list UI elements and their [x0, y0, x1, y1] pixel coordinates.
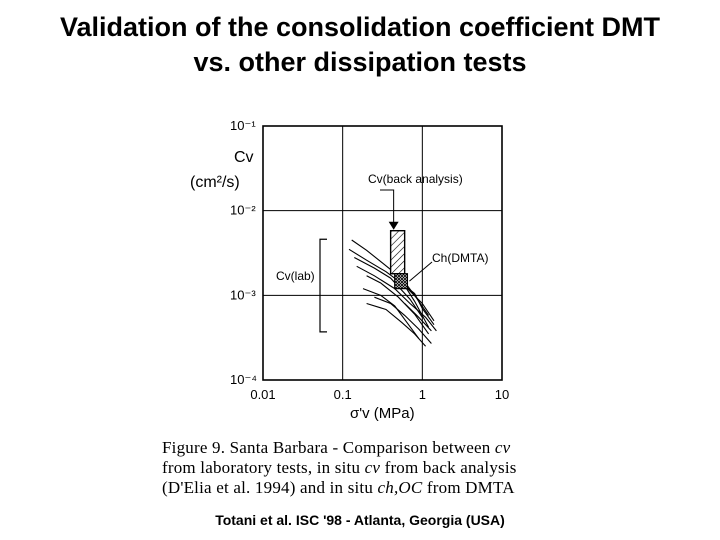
- series-line-5: [362, 288, 420, 339]
- back-analysis-arrow: [388, 221, 399, 230]
- y-tick-label-3: 10⁻⁴: [230, 372, 257, 387]
- lab-label: Cv(lab): [276, 269, 315, 283]
- back-analysis-range-box: [389, 229, 406, 275]
- title-line-1: Validation of the consolidation coeffici…: [59, 12, 661, 42]
- x-tick-label-1: 0.1: [334, 387, 352, 402]
- series-line-0: [351, 239, 430, 328]
- y-tick-label-0: 10⁻¹: [230, 118, 256, 133]
- dmta-leader: [409, 261, 433, 282]
- x-tick-label-3: 10: [495, 387, 509, 402]
- series-line-4: [366, 275, 430, 335]
- y-tick-label-2: 10⁻³: [230, 287, 256, 302]
- figure-caption: Figure 9. Santa Barbara - Comparison bet…: [162, 438, 572, 498]
- back-analysis-label: Cv(back analysis): [368, 172, 463, 186]
- back-analysis-leader: [380, 189, 395, 229]
- x-tick-label-2: 1: [419, 387, 426, 402]
- slide-title: Validation of the consolidation coeffici…: [0, 10, 720, 80]
- caption-line-3: (D'Elia et al. 1994) and in situ ch,OC f…: [162, 478, 515, 497]
- dmta-label: Ch(DMTA): [432, 251, 488, 265]
- y-axis-label-unit: (cm²/s): [190, 174, 240, 191]
- series-line-3: [356, 265, 437, 332]
- caption-line-2: from laboratory tests, in situ cv from b…: [162, 458, 517, 477]
- y-axis-label-symbol: Cv: [234, 149, 254, 166]
- dmta-range-box: [394, 273, 409, 290]
- y-tick-label-1: 10⁻²: [230, 203, 256, 218]
- caption-line-1: Figure 9. Santa Barbara - Comparison bet…: [162, 438, 511, 457]
- series-line-8: [404, 303, 432, 332]
- x-tick-label-0: 0.01: [250, 387, 275, 402]
- series-line-2: [354, 257, 423, 318]
- x-axis-label: σ'v (MPa): [350, 405, 415, 422]
- series-line-10: [401, 282, 435, 326]
- source-citation: Totani et al. ISC '98 - Atlanta, Georgia…: [215, 512, 505, 528]
- lab-range-bracket: [319, 238, 327, 333]
- series-line-6: [374, 296, 432, 344]
- series-line-7: [366, 302, 427, 347]
- title-line-2: vs. other dissipation tests: [193, 47, 527, 77]
- plot-frame: [262, 125, 503, 381]
